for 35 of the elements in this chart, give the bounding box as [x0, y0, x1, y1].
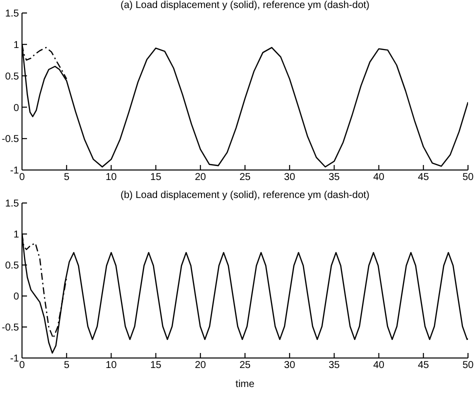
- x-tick-label: 10: [106, 360, 118, 372]
- chart-title: (b) Load displacement y (solid), reference ym (dash-dot): [120, 190, 370, 201]
- x-tick-label: 35: [328, 172, 340, 184]
- x-tick-label: 50: [462, 360, 474, 372]
- y-tick-label: 0.5: [5, 71, 20, 82]
- x-tick-label: 40: [373, 360, 385, 372]
- x-tick-label: 35: [328, 360, 340, 372]
- y-tick-label: 1: [13, 40, 20, 51]
- x-tick-label: 30: [284, 172, 296, 184]
- x-tick-label: 45: [418, 360, 430, 372]
- x-tick-label: 25: [239, 360, 251, 372]
- x-tick-label: 20: [194, 360, 206, 372]
- y-tick-label: 1.5: [5, 8, 20, 20]
- y-tick-label: 0: [13, 292, 20, 303]
- y-tick-label: 1: [13, 230, 20, 241]
- x-tick-label: 40: [373, 172, 385, 184]
- y-tick-label: -0.5: [2, 134, 20, 146]
- x-tick-label: 25: [239, 172, 251, 184]
- x-tick-label: 20: [194, 172, 206, 184]
- x-tick-label: 30: [284, 360, 296, 372]
- x-tick-label: 15: [150, 172, 162, 184]
- x-tick-label: 50: [462, 172, 474, 184]
- y-tick-label: -1: [10, 166, 20, 177]
- x-axis-title: time: [234, 379, 256, 390]
- x-tick-label: 5: [64, 172, 70, 184]
- x-tick-label: 10: [106, 172, 118, 184]
- y-tick-label: -0.5: [2, 322, 20, 334]
- x-tick-label: 15: [150, 360, 162, 372]
- chart-title: (a) Load displacement y (solid), reference ym (dash-dot): [120, 0, 370, 11]
- y-tick-label: 0.5: [5, 260, 20, 272]
- x-tick-label: 45: [418, 172, 430, 184]
- y-tick-label: 0: [13, 102, 20, 114]
- y-tick-label: -1: [10, 354, 20, 365]
- y-tick-label: 1.5: [5, 198, 20, 210]
- x-tick-label: 5: [64, 360, 70, 372]
